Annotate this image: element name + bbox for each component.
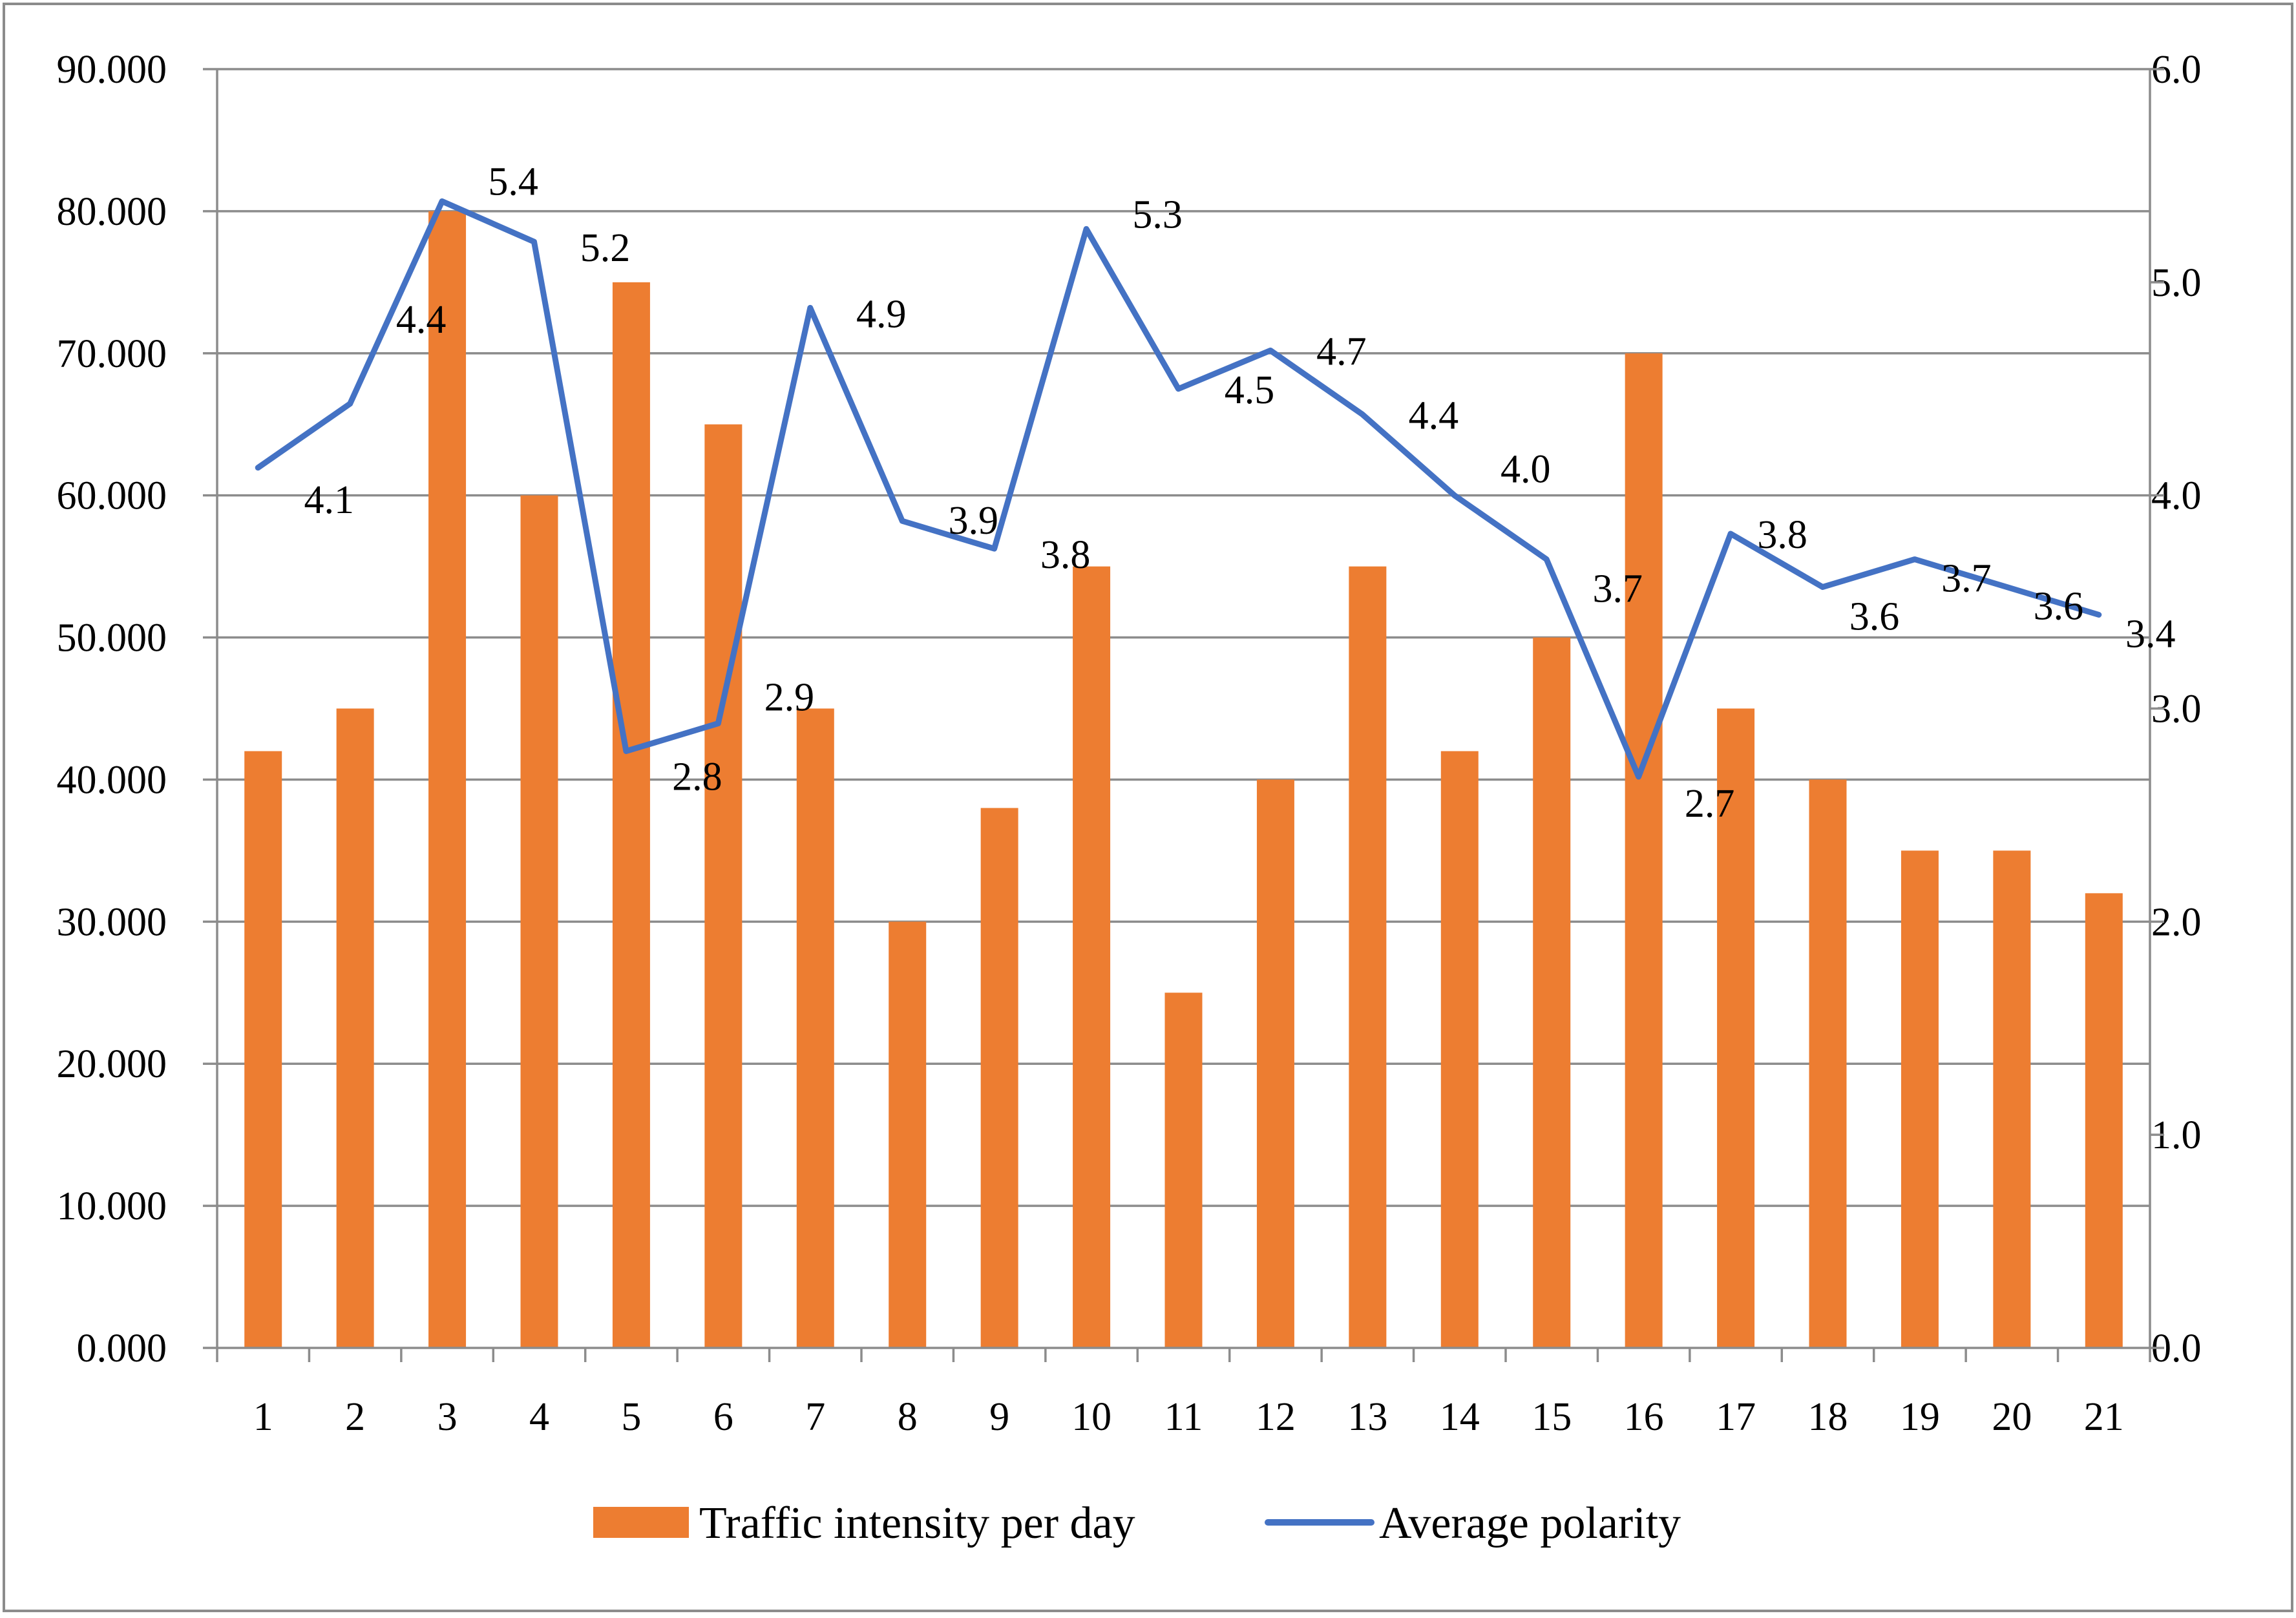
- x-tick-label-1: 1: [253, 1395, 273, 1439]
- bar-13: [1349, 566, 1387, 1348]
- data-label-15: 3.7: [1592, 567, 1643, 611]
- y-left-tick-label: 50.000: [57, 616, 167, 660]
- data-label-1: 4.1: [304, 478, 354, 522]
- y-left-tick-label: 10.000: [57, 1184, 167, 1228]
- legend: Traffic intensity per day Average polari…: [593, 1498, 1681, 1548]
- bar-4: [520, 495, 558, 1348]
- x-tick-label-3: 3: [437, 1395, 458, 1439]
- legend-label-traffic: Traffic intensity per day: [699, 1498, 1135, 1548]
- x-tick-label-10: 10: [1071, 1395, 1111, 1439]
- data-label-5: 2.8: [672, 755, 722, 799]
- x-tick-label-14: 14: [1440, 1395, 1480, 1439]
- polarity-point-6: [717, 723, 719, 724]
- bar-7: [796, 708, 834, 1348]
- polarity-point-13: [1362, 414, 1363, 415]
- x-tick-label-8: 8: [898, 1395, 918, 1439]
- bar-20: [1993, 850, 2031, 1348]
- legend-swatch-traffic: [593, 1507, 689, 1538]
- bar-11: [1164, 993, 1203, 1348]
- x-tick-label-6: 6: [713, 1395, 733, 1439]
- data-label-2: 4.4: [396, 298, 447, 342]
- x-tick-label-13: 13: [1347, 1395, 1387, 1439]
- bar-16: [1625, 353, 1663, 1348]
- data-label-18: 3.6: [1849, 594, 1900, 638]
- y-left-tick-label: 0.000: [77, 1327, 167, 1371]
- bar-18: [1809, 779, 1847, 1348]
- data-label-13: 4.4: [1409, 394, 1459, 437]
- gridlines: 0.000 10.000 20.000 30.000 40.000 50.000 60.00…: [57, 48, 2202, 1371]
- bar-14: [1440, 751, 1479, 1348]
- data-label-8: 3.9: [948, 499, 998, 543]
- data-label-19: 3.7: [1941, 557, 1992, 601]
- bar-1: [244, 751, 282, 1348]
- bar-21: [2085, 893, 2123, 1348]
- data-label-14: 4.0: [1501, 448, 1551, 492]
- bar-series: [244, 211, 2123, 1349]
- x-tick-label-19: 19: [1900, 1395, 1940, 1439]
- bar-6: [704, 424, 743, 1349]
- x-tick-label-7: 7: [805, 1395, 825, 1439]
- data-label-11: 4.5: [1225, 368, 1275, 412]
- y-left-tick-label: 40.000: [57, 758, 167, 802]
- axes: 1 2 3 4 5 6 7 8 9 10 11 12 13 14 15 16 17 18 19 20 21: [203, 68, 2164, 1439]
- data-label-7: 4.9: [856, 292, 907, 336]
- line-series: [255, 198, 2102, 780]
- polarity-point-15: [1546, 559, 1547, 560]
- data-labels: 4.1 4.4 5.4 5.2 2.8 2.9 4.9 3.9 3.8 5.3 4.5 4.7 4.4 4…: [304, 160, 2175, 826]
- x-tick-label-5: 5: [621, 1395, 641, 1439]
- x-tick-label-17: 17: [1716, 1395, 1756, 1439]
- y-left-tick-label: 30.000: [57, 900, 167, 944]
- y-left-tick-label: 70.000: [57, 332, 167, 376]
- bar-19: [1901, 850, 1939, 1348]
- x-tick-label-2: 2: [345, 1395, 365, 1439]
- y-left-tick-label: 60.000: [57, 474, 167, 518]
- data-label-21: 3.4: [2125, 612, 2176, 656]
- data-label-16: 2.7: [1685, 782, 1735, 826]
- data-label-3: 5.4: [488, 160, 538, 204]
- bar-12: [1256, 779, 1294, 1348]
- x-tick-label-9: 9: [989, 1395, 1009, 1439]
- data-label-20: 3.6: [2034, 584, 2084, 628]
- bar-3: [428, 211, 467, 1348]
- x-tick-label-11: 11: [1164, 1395, 1203, 1439]
- bar-15: [1533, 637, 1571, 1348]
- bar-8: [889, 921, 927, 1348]
- data-label-4: 5.2: [580, 226, 631, 270]
- x-tick-label-18: 18: [1808, 1395, 1848, 1439]
- x-tick-label-16: 16: [1624, 1395, 1664, 1439]
- bar-5: [612, 282, 650, 1348]
- data-label-9: 3.8: [1040, 533, 1091, 577]
- data-label-10: 5.3: [1132, 193, 1183, 236]
- polarity-point-11: [1178, 388, 1179, 390]
- x-tick-label-4: 4: [529, 1395, 549, 1439]
- x-tick-label-21: 21: [2084, 1395, 2124, 1439]
- polarity-point-19: [1914, 559, 1915, 560]
- legend-label-polarity: Average polarity: [1379, 1498, 1681, 1548]
- data-label-6: 2.9: [764, 676, 815, 720]
- bar-2: [336, 708, 374, 1348]
- y-left-tick-label: 20.000: [57, 1042, 167, 1086]
- x-tick-label-15: 15: [1532, 1395, 1572, 1439]
- bar-10: [1073, 566, 1111, 1348]
- y-left-tick-label: 90.000: [57, 48, 167, 92]
- data-label-12: 4.7: [1316, 330, 1367, 373]
- polarity-point-14: [1454, 495, 1455, 496]
- y-left-tick-label: 80.000: [57, 190, 167, 234]
- x-tick-label-20: 20: [1992, 1395, 2032, 1439]
- x-tick-label-12: 12: [1256, 1395, 1296, 1439]
- bar-9: [980, 808, 1018, 1348]
- data-label-17: 3.8: [1757, 513, 1807, 557]
- bar-17: [1717, 708, 1755, 1348]
- polarity-point-3: [441, 200, 443, 202]
